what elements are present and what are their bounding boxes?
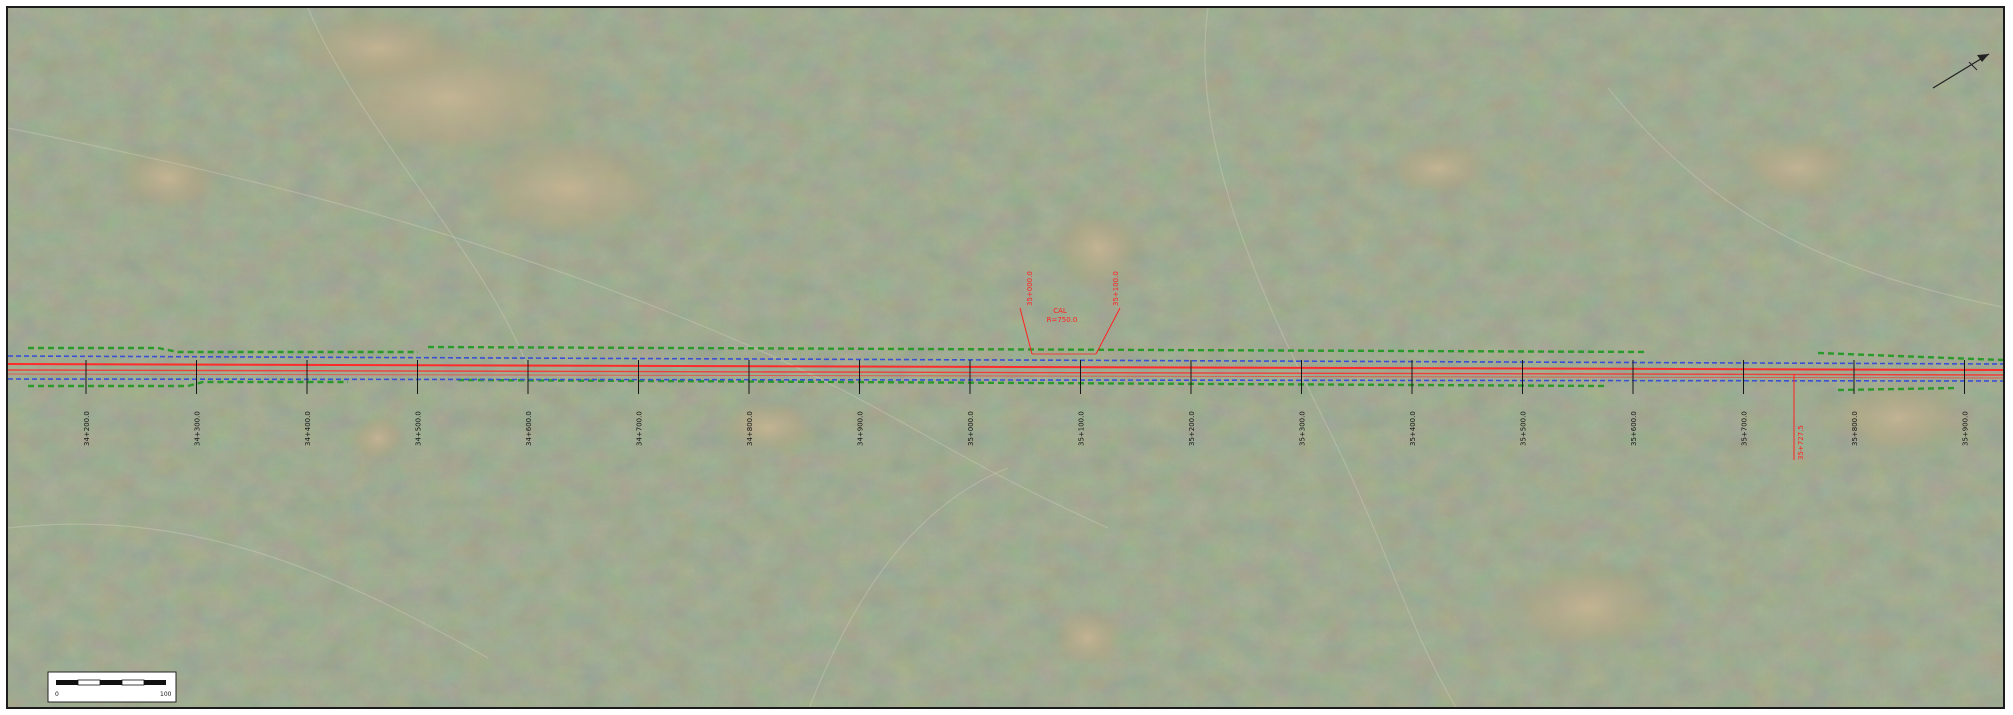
north-arrow-icon — [1932, 53, 1990, 89]
map-frame: 34+200.0 34+300.0 34+400.0 34+500.0 34+600.0… — [6, 6, 2005, 709]
station-label: 34+200.0 — [83, 411, 91, 446]
station-label: 35+600.0 — [1630, 411, 1638, 446]
station-label: 34+300.0 — [194, 411, 202, 446]
station-label: 35+500.0 — [1520, 411, 1528, 446]
scale-bar: 0 100 — [47, 671, 177, 703]
callout-center-line1: CAL — [1053, 307, 1067, 315]
curve-callout: 35+000.0 35+100.0 CAL R=750.0 35+727.5 — [1019, 271, 1805, 460]
station-label: 34+600.0 — [525, 411, 533, 446]
trails — [8, 8, 2003, 707]
station-label: 35+700.0 — [1741, 411, 1749, 446]
station-label: 35+400.0 — [1409, 411, 1417, 446]
callout-left-label: 35+000.0 — [1026, 271, 1034, 306]
station-label: 34+500.0 — [415, 411, 423, 446]
station-label: 35+800.0 — [1851, 411, 1859, 446]
callout-right-label: 35+100.0 — [1112, 271, 1120, 306]
station-label: 35+100.0 — [1078, 411, 1086, 446]
offset-lines — [8, 355, 2003, 382]
station-label: 34+400.0 — [304, 411, 312, 446]
scale-start-label: 0 — [55, 691, 59, 698]
station-label: 34+900.0 — [857, 411, 865, 446]
station-label: 34+700.0 — [636, 411, 644, 446]
station-label: 35+000.0 — [967, 411, 975, 446]
callout-center-line2: R=750.0 — [1047, 316, 1078, 324]
limit-of-work-lines — [28, 345, 2003, 392]
station-markers: 34+200.0 34+300.0 34+400.0 34+500.0 34+600.0… — [83, 360, 1970, 446]
scale-end-label: 100 — [160, 691, 172, 698]
station-label: 35+300.0 — [1299, 411, 1307, 446]
alignment-centerline — [8, 363, 2003, 379]
station-label: 35+200.0 — [1188, 411, 1196, 446]
station-label: 35+900.0 — [1962, 411, 1970, 446]
alignment-map[interactable]: 34+200.0 34+300.0 34+400.0 34+500.0 34+600.0… — [8, 8, 2005, 709]
bare-ground-patches — [108, 8, 1978, 673]
station-label: 34+800.0 — [746, 411, 754, 446]
callout-right-red-label: 35+727.5 — [1797, 425, 1805, 460]
